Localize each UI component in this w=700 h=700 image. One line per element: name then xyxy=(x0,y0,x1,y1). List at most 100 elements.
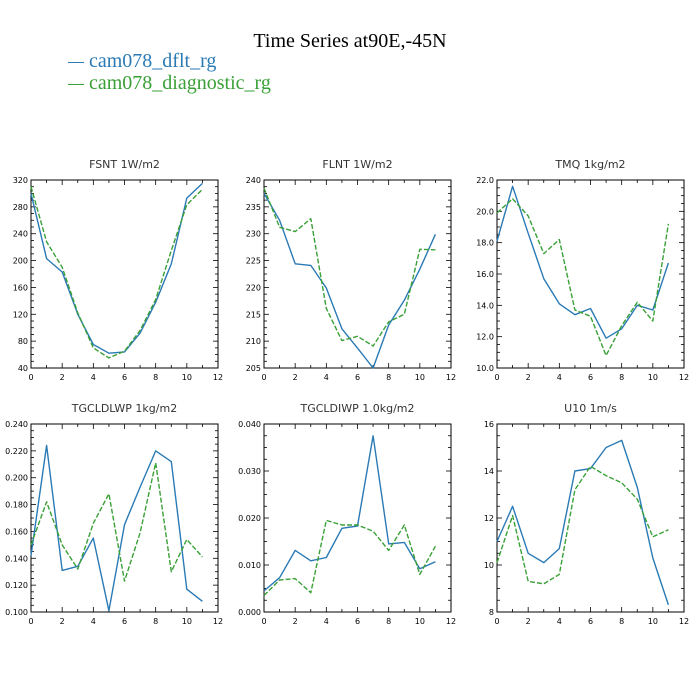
x-tick-label: 10 xyxy=(648,373,658,382)
series-line-diagnostic xyxy=(30,186,203,359)
y-tick-label: 0.200 xyxy=(5,474,28,483)
chart-panel-2: TMQ 1kg/m2 0 2 4 6 8 10 12 10.0 12.0 14.0 16.0 18.0 2… xyxy=(476,158,689,382)
y-tick-label: 210 xyxy=(246,337,261,346)
x-tick-label: 4 xyxy=(557,373,562,382)
y-tick-label: 12.0 xyxy=(476,333,494,342)
y-tick-label: 0.240 xyxy=(5,420,28,429)
legend: cam078_dflt_rg cam078_diagnostic_rg xyxy=(68,50,271,94)
y-tick-label: 0.220 xyxy=(5,447,28,456)
x-tick-label: 2 xyxy=(526,617,531,626)
chart-title: U10 1m/s xyxy=(564,402,617,415)
series-line-diagnostic xyxy=(263,519,437,596)
y-tick-label: 240 xyxy=(246,176,261,185)
series-line-diagnostic xyxy=(496,465,669,585)
legend-label-diagnostic: cam078_diagnostic_rg xyxy=(89,72,271,94)
x-tick-label: 12 xyxy=(213,373,223,382)
y-tick-label: 20.0 xyxy=(476,207,494,216)
x-tick-label: 2 xyxy=(293,373,298,382)
y-tick-label: 120 xyxy=(13,310,28,319)
x-tick-label: 0 xyxy=(494,373,499,382)
page-title: Time Series at90E,-45N xyxy=(253,30,447,52)
y-tick-label: 280 xyxy=(13,203,28,212)
x-tick-label: 8 xyxy=(619,373,624,382)
y-tick-label: 225 xyxy=(246,257,261,266)
legend-swatch-dflt xyxy=(68,61,84,63)
y-tick-label: 200 xyxy=(13,257,28,266)
y-tick-label: 8 xyxy=(489,608,494,617)
x-tick-label: 10 xyxy=(648,617,658,626)
x-tick-label: 2 xyxy=(293,617,298,626)
y-tick-label: 0.120 xyxy=(5,581,28,590)
x-tick-label: 6 xyxy=(355,617,360,626)
y-tick-label: 215 xyxy=(246,310,261,319)
y-tick-label: 0.030 xyxy=(238,467,261,476)
plot-frame xyxy=(30,423,219,613)
x-tick-label: 8 xyxy=(153,373,158,382)
x-tick-label: 12 xyxy=(446,373,456,382)
x-tick-label: 6 xyxy=(122,617,127,626)
chart-panel-1: FLNT 1W/m2 0 2 4 6 8 10 12 205 210 215 220 225 230 235… xyxy=(246,158,456,382)
y-tick-label: 320 xyxy=(13,176,28,185)
x-tick-label: 2 xyxy=(60,617,65,626)
series-line-dflt xyxy=(263,193,437,369)
y-tick-label: 18.0 xyxy=(476,239,494,248)
chart-title: FLNT 1W/m2 xyxy=(322,158,392,171)
y-tick-label: 14.0 xyxy=(476,301,494,310)
x-tick-label: 0 xyxy=(28,373,33,382)
chart-title: TGCLDIWP 1.0kg/m2 xyxy=(299,402,414,415)
series-line-dflt xyxy=(30,444,203,612)
x-tick-label: 4 xyxy=(324,373,329,382)
chart-panel-3: TGCLDLWP 1kg/m2 0 2 4 6 8 10 12 0.100 0.120 0.140 0… xyxy=(5,402,223,626)
plot-frame xyxy=(30,179,219,369)
x-tick-label: 6 xyxy=(588,373,593,382)
y-tick-label: 235 xyxy=(246,203,261,212)
x-tick-label: 12 xyxy=(446,617,456,626)
x-tick-label: 4 xyxy=(91,617,96,626)
x-tick-label: 8 xyxy=(619,617,624,626)
y-tick-label: 220 xyxy=(246,283,261,292)
series-line-diagnostic xyxy=(263,187,436,347)
y-tick-label: 0.000 xyxy=(238,608,261,617)
x-tick-label: 6 xyxy=(588,617,593,626)
legend-label-dflt: cam078_dflt_rg xyxy=(89,50,217,72)
chart-title: TGCLDLWP 1kg/m2 xyxy=(71,402,177,415)
x-tick-label: 6 xyxy=(355,373,360,382)
x-tick-label: 12 xyxy=(679,373,689,382)
chart-panel-5: U10 1m/s 0 2 4 6 8 10 12 8 10 12 14 16 xyxy=(484,402,689,626)
y-tick-label: 160 xyxy=(13,283,28,292)
x-tick-label: 0 xyxy=(28,617,33,626)
series-line-diagnostic xyxy=(496,198,670,357)
x-tick-label: 0 xyxy=(494,617,499,626)
x-tick-label: 8 xyxy=(386,617,391,626)
series-line-dflt xyxy=(30,182,203,354)
y-tick-label: 22.0 xyxy=(476,176,494,185)
y-tick-label: 12 xyxy=(484,514,494,523)
y-tick-label: 230 xyxy=(246,230,261,239)
x-tick-label: 4 xyxy=(324,617,329,626)
y-tick-label: 240 xyxy=(13,230,28,239)
y-tick-label: 10 xyxy=(484,561,494,570)
y-tick-label: 0.180 xyxy=(5,501,28,510)
plot-frame xyxy=(263,423,452,613)
y-tick-label: 80 xyxy=(18,337,28,346)
x-tick-label: 10 xyxy=(182,373,192,382)
y-tick-label: 205 xyxy=(246,364,261,373)
plot-frame xyxy=(263,179,452,369)
y-tick-label: 16.0 xyxy=(476,270,494,279)
y-tick-label: 0.040 xyxy=(238,420,261,429)
x-tick-label: 2 xyxy=(526,373,531,382)
x-tick-label: 4 xyxy=(91,373,96,382)
x-tick-label: 8 xyxy=(386,373,391,382)
x-tick-label: 4 xyxy=(557,617,562,626)
series-line-dflt xyxy=(263,435,436,592)
x-tick-label: 10 xyxy=(415,373,425,382)
x-tick-label: 10 xyxy=(415,617,425,626)
y-tick-label: 0.160 xyxy=(5,527,28,536)
x-tick-label: 6 xyxy=(122,373,127,382)
chart-title: TMQ 1kg/m2 xyxy=(554,158,625,171)
legend-item-diagnostic: cam078_diagnostic_rg xyxy=(68,72,271,94)
series-line-dflt xyxy=(496,439,670,606)
y-tick-label: 0.100 xyxy=(5,608,28,617)
plot-frame xyxy=(496,179,685,369)
legend-item-dflt: cam078_dflt_rg xyxy=(68,50,271,72)
